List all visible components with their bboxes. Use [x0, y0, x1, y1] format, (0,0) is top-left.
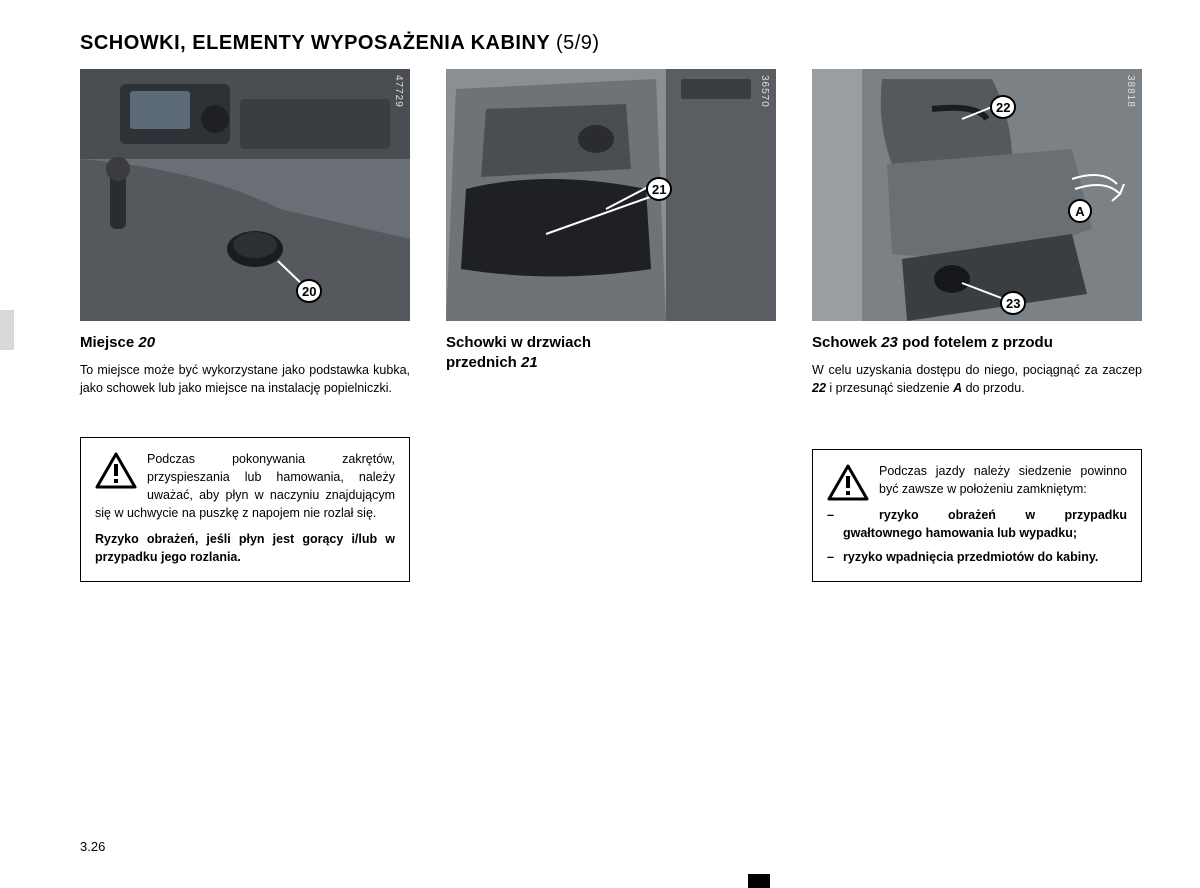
spacer: [812, 397, 1142, 437]
figure-1: 47729 20: [80, 69, 410, 321]
figure-1-illustration: [80, 69, 410, 321]
bottom-crop-mark: [748, 874, 770, 888]
column-3: 38818 22 A 23 Schowek 23 pod fotelem z p…: [812, 69, 1142, 582]
col1-heading-ref: 20: [138, 334, 155, 351]
figure-3-illustration: [812, 69, 1142, 321]
col1-warning-bold: Ryzyko obrażeń, jeśli płyn jest gorący i…: [95, 530, 395, 566]
col2-heading-line2: przednich: [446, 354, 517, 371]
callout-A: A: [1068, 199, 1092, 223]
manual-page: SCHOWKI, ELEMENTY WYPOSAŻENIA KABINY (5/…: [0, 0, 1200, 582]
title-main: SCHOWKI, ELEMENTY WYPOSAŻENIA KABINY: [80, 32, 550, 54]
col3-body-p1: W celu uzyskania dostępu do niego, pocią…: [812, 363, 1142, 377]
col3-warning-bullet-2: ryzyko wpadnięcia przedmiotów do kabiny.: [827, 548, 1127, 566]
col1-heading: Miejsce 20: [80, 333, 410, 353]
figure-2-illustration: [446, 69, 776, 321]
col2-heading-line1: Schowki w drzwiach: [446, 334, 591, 351]
col3-heading-text2: pod fotelem z przodu: [902, 334, 1053, 351]
col1-body: To miejsce może być wykorzystane jako po…: [80, 361, 410, 397]
columns: 47729 20 Miejsce 20 To miejsce może być …: [80, 69, 1140, 582]
col1-warning-text: Podczas pokonywania zakrętów, przyspiesz…: [95, 452, 395, 520]
col3-warning-text: Podczas jazdy należy siedzenie powinno b…: [879, 464, 1127, 496]
col1-warning: Podczas pokonywania zakrętów, przyspiesz…: [80, 437, 410, 582]
title-part: (5/9): [556, 32, 600, 54]
figure-3-id: 38818: [1125, 75, 1136, 108]
col3-warning-bullet-1: ryzyko obrażeń w przypadku gwałtownego h…: [827, 506, 1127, 542]
col3-body: W celu uzyskania dostępu do niego, pocią…: [812, 361, 1142, 397]
spacer: [80, 397, 410, 437]
col1-heading-text: Miejsce: [80, 334, 134, 351]
warning-icon: [95, 452, 137, 495]
figure-3: 38818 22 A 23: [812, 69, 1142, 321]
col3-warning-list: ryzyko obrażeń w przypadku gwałtownego h…: [827, 506, 1127, 566]
col3-heading-ref1: 23: [881, 334, 898, 351]
figure-2-id: 36570: [759, 75, 770, 108]
col2-heading-ref: 21: [521, 354, 538, 371]
side-tab: [0, 310, 14, 350]
column-1: 47729 20 Miejsce 20 To miejsce może być …: [80, 69, 410, 582]
page-number: 3.26: [80, 839, 105, 854]
col3-heading: Schowek 23 pod fotelem z przodu: [812, 333, 1142, 353]
col2-heading: Schowki w drzwiach przednich 21: [446, 333, 776, 372]
page-title: SCHOWKI, ELEMENTY WYPOSAŻENIA KABINY (5/…: [80, 32, 1140, 55]
col3-heading-text1: Schowek: [812, 334, 877, 351]
warning-icon: [827, 464, 869, 507]
col3-body-p2: i przesunąć siedzenie: [829, 381, 949, 395]
figure-1-id: 47729: [393, 75, 404, 108]
figure-2: 36570 21: [446, 69, 776, 321]
col3-body-p3: do przodu.: [966, 381, 1025, 395]
column-2: 36570 21 Schowki w drzwiach przednich 21: [446, 69, 776, 582]
col3-body-ref1: 22: [812, 381, 826, 395]
col3-body-ref2: A: [953, 381, 962, 395]
col3-warning: Podczas jazdy należy siedzenie powinno b…: [812, 449, 1142, 582]
